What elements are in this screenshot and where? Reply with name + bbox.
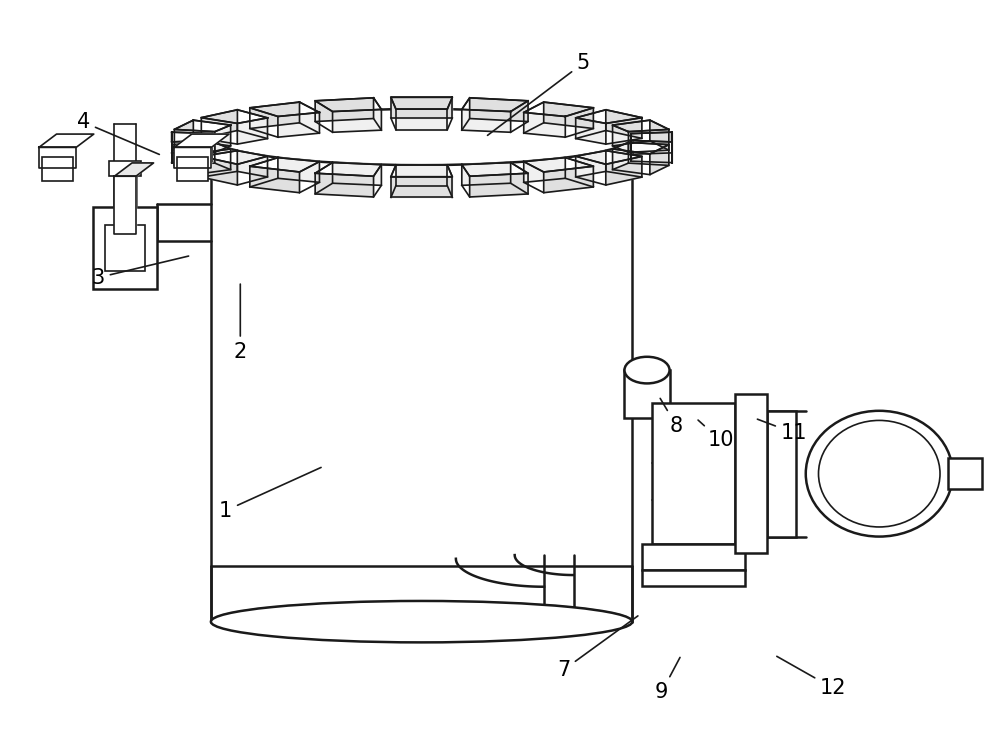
Polygon shape bbox=[114, 176, 136, 234]
Polygon shape bbox=[470, 98, 528, 122]
Polygon shape bbox=[215, 125, 231, 153]
Polygon shape bbox=[391, 177, 452, 197]
Text: 10: 10 bbox=[698, 420, 734, 451]
Polygon shape bbox=[39, 147, 76, 168]
Polygon shape bbox=[174, 120, 193, 150]
Bar bbox=[177, 157, 208, 180]
Polygon shape bbox=[215, 143, 231, 170]
Bar bbox=[948, 458, 982, 489]
Polygon shape bbox=[606, 109, 642, 138]
Polygon shape bbox=[174, 147, 211, 168]
Polygon shape bbox=[201, 109, 268, 123]
Polygon shape bbox=[524, 112, 565, 137]
Bar bbox=[109, 162, 141, 176]
Ellipse shape bbox=[211, 109, 632, 165]
Polygon shape bbox=[237, 118, 268, 144]
Ellipse shape bbox=[818, 421, 940, 527]
Polygon shape bbox=[613, 143, 628, 170]
Polygon shape bbox=[462, 109, 511, 132]
Polygon shape bbox=[201, 156, 237, 185]
Polygon shape bbox=[613, 143, 669, 154]
Text: 11: 11 bbox=[757, 419, 807, 443]
Text: 12: 12 bbox=[777, 656, 846, 698]
Text: 4: 4 bbox=[77, 112, 159, 155]
Polygon shape bbox=[544, 102, 593, 128]
Polygon shape bbox=[237, 151, 268, 177]
Polygon shape bbox=[470, 173, 528, 197]
Polygon shape bbox=[462, 162, 511, 185]
Polygon shape bbox=[524, 102, 593, 116]
Polygon shape bbox=[172, 132, 212, 142]
Polygon shape bbox=[524, 158, 565, 183]
Polygon shape bbox=[613, 125, 628, 153]
Polygon shape bbox=[524, 158, 593, 172]
Ellipse shape bbox=[211, 601, 632, 643]
Polygon shape bbox=[631, 132, 672, 142]
Polygon shape bbox=[333, 109, 381, 132]
Text: 3: 3 bbox=[92, 256, 189, 288]
Polygon shape bbox=[174, 143, 231, 154]
Polygon shape bbox=[315, 173, 374, 197]
Text: 1: 1 bbox=[219, 467, 321, 521]
Bar bbox=[642, 544, 745, 570]
Polygon shape bbox=[114, 163, 154, 176]
Polygon shape bbox=[315, 162, 381, 176]
Polygon shape bbox=[576, 118, 606, 144]
Polygon shape bbox=[333, 162, 381, 185]
Bar bbox=[105, 225, 145, 271]
Polygon shape bbox=[315, 98, 374, 122]
Polygon shape bbox=[462, 98, 528, 112]
Polygon shape bbox=[650, 120, 669, 150]
Polygon shape bbox=[576, 151, 642, 165]
Bar bbox=[624, 370, 670, 418]
Polygon shape bbox=[250, 166, 299, 193]
Bar bbox=[642, 570, 745, 586]
Polygon shape bbox=[250, 102, 299, 128]
Text: 9: 9 bbox=[655, 658, 680, 702]
Polygon shape bbox=[315, 98, 381, 112]
Polygon shape bbox=[201, 151, 268, 165]
Text: 8: 8 bbox=[660, 399, 683, 436]
Bar bbox=[735, 394, 767, 553]
Polygon shape bbox=[39, 134, 94, 147]
Text: 7: 7 bbox=[557, 616, 638, 680]
Polygon shape bbox=[250, 102, 319, 116]
Polygon shape bbox=[201, 109, 237, 138]
Polygon shape bbox=[174, 120, 231, 131]
Polygon shape bbox=[544, 166, 593, 193]
Polygon shape bbox=[396, 165, 447, 186]
Bar bbox=[767, 411, 796, 537]
Polygon shape bbox=[278, 158, 319, 183]
Text: 2: 2 bbox=[234, 284, 247, 362]
Polygon shape bbox=[396, 109, 447, 130]
Polygon shape bbox=[174, 134, 229, 147]
Polygon shape bbox=[114, 163, 154, 176]
Polygon shape bbox=[278, 112, 319, 137]
Bar bbox=[93, 208, 157, 288]
Polygon shape bbox=[576, 151, 606, 177]
Polygon shape bbox=[462, 162, 528, 176]
Polygon shape bbox=[613, 120, 669, 131]
Polygon shape bbox=[250, 158, 319, 172]
Polygon shape bbox=[650, 145, 669, 174]
Bar bbox=[42, 157, 73, 180]
Bar bbox=[652, 403, 735, 544]
Polygon shape bbox=[606, 156, 642, 185]
Polygon shape bbox=[391, 97, 452, 118]
Polygon shape bbox=[391, 165, 452, 177]
Ellipse shape bbox=[806, 411, 953, 537]
Polygon shape bbox=[391, 97, 452, 109]
Polygon shape bbox=[576, 109, 642, 123]
Ellipse shape bbox=[624, 357, 670, 384]
Polygon shape bbox=[174, 145, 193, 174]
Text: 5: 5 bbox=[488, 53, 590, 135]
